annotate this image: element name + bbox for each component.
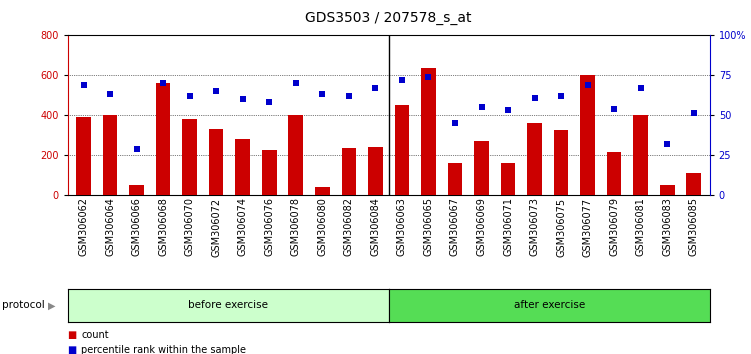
Bar (315, 187, 330, 195)
Point (449, 120, 461, 126)
Point (369, 85, 382, 91)
Bar (342, 148, 356, 195)
Point (608, 106, 620, 112)
Text: protocol: protocol (2, 300, 44, 310)
Bar (288, 115, 303, 195)
Bar (76, 117, 91, 195)
Bar (474, 141, 489, 195)
Text: ■: ■ (68, 345, 77, 354)
Bar (394, 105, 409, 195)
Point (555, 93, 567, 99)
Point (290, 80, 302, 86)
Bar (581, 75, 595, 195)
Point (422, 74, 434, 80)
Bar (368, 147, 383, 195)
Bar (103, 115, 117, 195)
Bar (209, 129, 224, 195)
Text: percentile rank within the sample: percentile rank within the sample (81, 345, 246, 354)
Text: ▶: ▶ (48, 300, 56, 310)
Point (661, 141, 673, 147)
Bar (448, 163, 463, 195)
Bar (129, 185, 144, 195)
Point (157, 80, 169, 86)
Text: count: count (81, 330, 109, 339)
Bar (235, 139, 250, 195)
Text: GDS3503 / 207578_s_at: GDS3503 / 207578_s_at (306, 11, 472, 25)
Bar (633, 115, 648, 195)
Text: ■: ■ (68, 330, 77, 339)
Bar (262, 150, 276, 195)
Bar (182, 119, 197, 195)
Bar (155, 83, 170, 195)
Point (210, 88, 222, 94)
Point (396, 77, 408, 83)
Bar (421, 68, 436, 195)
Bar (553, 130, 569, 195)
Point (316, 92, 328, 97)
Point (581, 82, 593, 87)
Point (184, 93, 196, 99)
Point (529, 95, 541, 101)
Point (77, 82, 89, 87)
Bar (607, 152, 622, 195)
Point (104, 92, 116, 97)
Text: before exercise: before exercise (188, 300, 268, 310)
Text: after exercise: after exercise (514, 300, 585, 310)
Bar (660, 185, 674, 195)
Point (131, 146, 143, 152)
Point (502, 107, 514, 113)
Point (688, 110, 700, 116)
Bar (527, 123, 542, 195)
Point (343, 93, 355, 99)
Bar (501, 163, 515, 195)
Bar (686, 173, 701, 195)
Point (264, 99, 276, 105)
Point (237, 96, 249, 102)
Point (475, 104, 487, 110)
Point (635, 85, 647, 91)
